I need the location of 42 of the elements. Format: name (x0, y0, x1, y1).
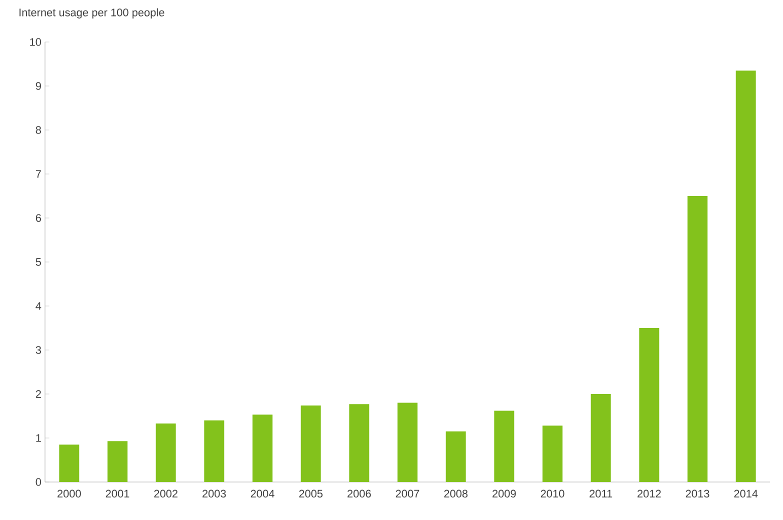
x-tick-label: 2012 (638, 490, 661, 498)
bar (398, 402, 418, 482)
y-tick-label: 6 (36, 214, 41, 222)
y-tick-label: 10 (30, 38, 42, 46)
x-tick-label: 2000 (58, 490, 81, 498)
x-tick-label: 2011 (590, 490, 612, 498)
x-tick-label: 2009 (492, 490, 516, 498)
bar (688, 196, 708, 482)
y-tick-label: 4 (36, 302, 42, 310)
y-tick-label: 7 (36, 170, 41, 178)
bar (639, 328, 660, 482)
y-tick-label: 3 (36, 346, 41, 354)
y-tick-label: 0 (36, 478, 42, 486)
x-tick-label: 2008 (444, 490, 468, 498)
bar (108, 441, 128, 482)
x-tick-label: 2004 (250, 490, 274, 498)
y-tick-label: 1 (36, 434, 41, 442)
y-tick-label: 8 (36, 126, 41, 134)
bar (59, 444, 80, 482)
x-tick-label: 2006 (348, 490, 371, 498)
x-tick-label: 2013 (686, 490, 710, 498)
bar (542, 426, 563, 482)
x-tick-label: 2002 (154, 490, 178, 498)
bar (156, 423, 176, 482)
bar (590, 394, 611, 482)
bar (349, 404, 370, 482)
x-tick-label: 2010 (540, 490, 564, 498)
bar (252, 414, 273, 482)
chart-title: Internet usage per 100 people (20, 8, 164, 18)
bar (446, 431, 466, 482)
x-tick-label: 2007 (396, 490, 420, 498)
y-tick-label: 2 (36, 390, 41, 398)
x-tick-label: 2003 (202, 490, 226, 498)
bar (204, 420, 224, 482)
y-tick-label: 9 (36, 82, 41, 90)
bar (494, 410, 514, 482)
bar (736, 70, 756, 482)
bar (300, 405, 321, 482)
x-tick-label: 2001 (106, 490, 130, 498)
x-tick-label: 2014 (734, 490, 758, 498)
y-tick-label: 5 (36, 258, 42, 266)
x-tick-label: 2005 (299, 490, 323, 498)
